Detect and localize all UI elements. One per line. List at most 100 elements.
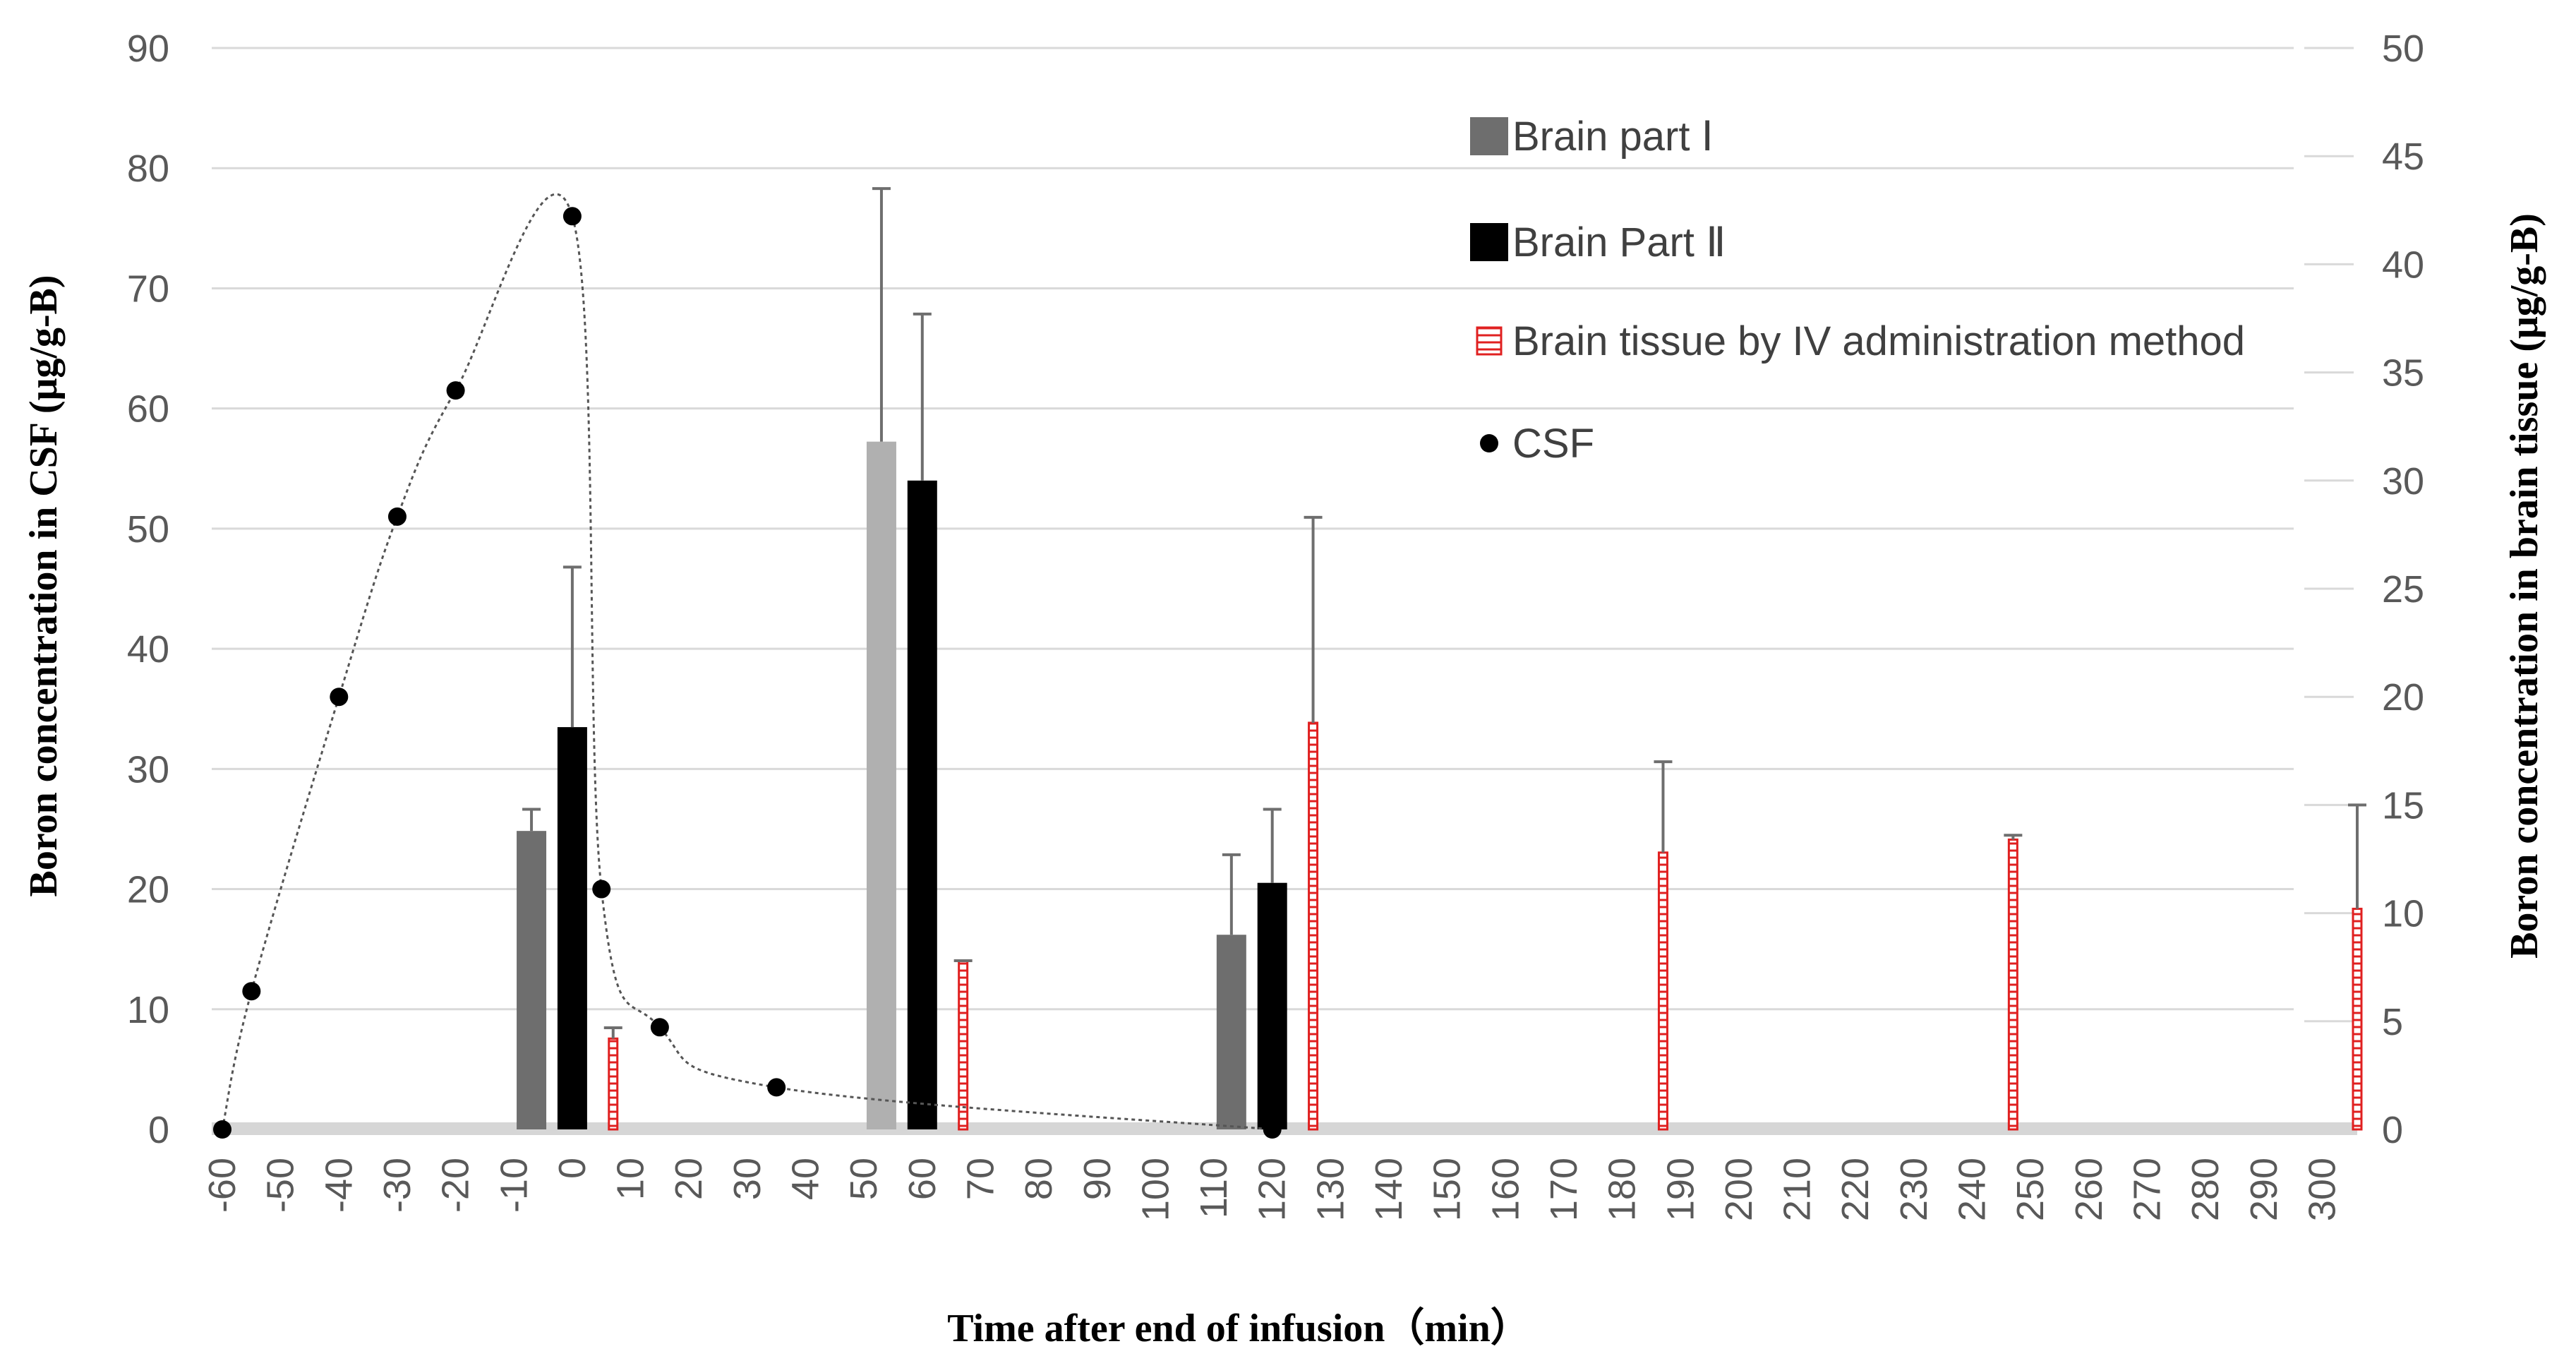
x-axis-ticks: -60 -50 -40 -30 -20 -10 0 10 20 30 40 50 60 70 80 90 100… <box>201 1158 2343 1221</box>
legend-label: Brain part Ⅰ <box>1512 114 1714 160</box>
y-right-tick-label: 20 <box>2382 676 2424 719</box>
x-tick-label: 60 <box>901 1158 944 1200</box>
legend-label: CSF <box>1512 421 1594 467</box>
bar-brain-part-1 <box>866 441 896 1129</box>
y-right-tick-label: 50 <box>2382 28 2424 70</box>
y-left-tick-label: 30 <box>127 748 169 791</box>
csf-point <box>767 1078 786 1097</box>
bar-brain-part-2 <box>557 727 587 1129</box>
x-tick-label: 270 <box>2126 1158 2168 1221</box>
y-left-tick-label: 80 <box>127 148 169 190</box>
y-right-tick-label: 25 <box>2382 568 2424 611</box>
csf-series-layer <box>213 193 1282 1139</box>
x-tick-label: 240 <box>1951 1158 1994 1221</box>
csf-point <box>1263 1120 1282 1139</box>
y-right-tick-label: 35 <box>2382 352 2424 395</box>
x-tick-label: 70 <box>959 1158 1001 1200</box>
x-tick-label: 210 <box>1776 1158 1819 1221</box>
x-tick-label: 40 <box>785 1158 827 1200</box>
legend-swatch-brain-part-1 <box>1470 117 1508 155</box>
y-right-tick-label: 0 <box>2382 1109 2403 1151</box>
x-tick-label: 200 <box>1718 1158 1760 1221</box>
bar-iv-method <box>958 959 969 1131</box>
bar-iv-method <box>2352 907 2363 1131</box>
x-tick-label: 260 <box>2068 1158 2110 1221</box>
legend-swatch-iv-method <box>1476 326 1503 356</box>
x-tick-label: 140 <box>1368 1158 1410 1221</box>
y-left-tick-label: 40 <box>127 628 169 671</box>
bar-brain-part-1 <box>517 831 547 1129</box>
bar-brain-part-2 <box>907 480 937 1129</box>
bars-layer <box>517 441 2363 1131</box>
y-right-tick-label: 5 <box>2382 1001 2403 1043</box>
y-axis-left-title: Boron concentration in CSF (μg/g-B) <box>22 275 66 896</box>
y-left-tick-label: 20 <box>127 869 169 911</box>
x-tick-label: -50 <box>260 1158 302 1213</box>
bar-iv-method <box>608 1037 619 1131</box>
x-tick-label: 100 <box>1134 1158 1176 1221</box>
x-tick-label: 170 <box>1543 1158 1585 1221</box>
legend-swatch-csf <box>1480 434 1498 452</box>
bar-iv-method <box>1657 851 1668 1131</box>
x-tick-label: 300 <box>2301 1158 2343 1221</box>
x-tick-label: -10 <box>493 1158 535 1213</box>
bar-iv-method <box>2007 838 2018 1131</box>
x-axis-title: Time after end of infusion（min） <box>947 1306 1530 1350</box>
x-tick-label: 280 <box>2184 1158 2227 1221</box>
y-left-tick-label: 90 <box>127 28 169 70</box>
x-tick-label: 220 <box>1834 1158 1877 1221</box>
x-tick-label: 250 <box>2009 1158 2052 1221</box>
csf-point <box>446 381 465 400</box>
csf-line <box>221 193 1272 1131</box>
csf-point <box>387 507 407 526</box>
x-tick-label: -30 <box>376 1158 419 1213</box>
x-tick-label: 0 <box>551 1158 594 1179</box>
y-right-tick-label: 45 <box>2382 136 2424 178</box>
x-tick-label: 10 <box>610 1158 652 1200</box>
csf-point <box>650 1018 669 1037</box>
x-tick-label: 230 <box>1893 1158 1935 1221</box>
x-tick-label: -60 <box>201 1158 243 1213</box>
y-right-tick-label: 10 <box>2382 893 2424 935</box>
x-tick-label: 130 <box>1309 1158 1352 1221</box>
x-tick-label: 30 <box>726 1158 769 1200</box>
bar-brain-part-1 <box>1216 935 1246 1129</box>
x-tick-label: 80 <box>1018 1158 1060 1200</box>
y-axis-right-ticks: 0 5 10 15 20 25 30 35 40 45 50 <box>2382 28 2424 1151</box>
x-tick-label: 90 <box>1076 1158 1119 1200</box>
x-tick-label: 110 <box>1193 1158 1235 1218</box>
y-left-tick-label: 60 <box>127 388 169 431</box>
error-bars-layer <box>522 187 2366 1039</box>
x-tick-label: -20 <box>435 1158 477 1213</box>
y-axis-right-title: Boron concentration in brain tissue (μg/… <box>2503 213 2546 959</box>
csf-point <box>213 1120 231 1139</box>
x-tick-label: 150 <box>1426 1158 1469 1221</box>
legend-label: Brain tissue by IV administration method <box>1512 318 2245 364</box>
csf-point <box>562 207 582 226</box>
y-left-tick-label: 10 <box>127 989 169 1031</box>
bar-iv-method <box>1308 721 1319 1131</box>
x-tick-label: 190 <box>1659 1158 1702 1221</box>
y-axis-left-ticks: 0 10 20 30 40 50 60 70 80 90 <box>127 28 169 1151</box>
x-tick-label: 160 <box>1484 1158 1527 1221</box>
x-tick-label: 120 <box>1251 1158 1294 1221</box>
x-tick-label: 50 <box>843 1158 885 1200</box>
y-right-tick-label: 30 <box>2382 460 2424 503</box>
y-right-tick-label: 15 <box>2382 784 2424 827</box>
legend-swatch-brain-part-2 <box>1470 223 1508 261</box>
y-left-tick-label: 0 <box>148 1109 169 1151</box>
csf-point <box>330 688 349 707</box>
y-left-tick-label: 70 <box>127 268 169 310</box>
csf-point <box>242 982 261 1001</box>
y-right-tick-label: 40 <box>2382 244 2424 286</box>
x-tick-label: 20 <box>668 1158 710 1200</box>
bar-brain-part-2 <box>1257 882 1287 1129</box>
legend: Brain part Ⅰ Brain Part Ⅱ Brain tissue by … <box>1470 114 2245 467</box>
x-tick-label: 290 <box>2243 1158 2285 1221</box>
x-tick-label: -40 <box>318 1158 360 1213</box>
csf-point <box>592 880 611 899</box>
x-tick-label: 180 <box>1601 1158 1644 1221</box>
y-left-tick-label: 50 <box>127 508 169 551</box>
legend-label: Brain Part Ⅱ <box>1512 220 1726 265</box>
